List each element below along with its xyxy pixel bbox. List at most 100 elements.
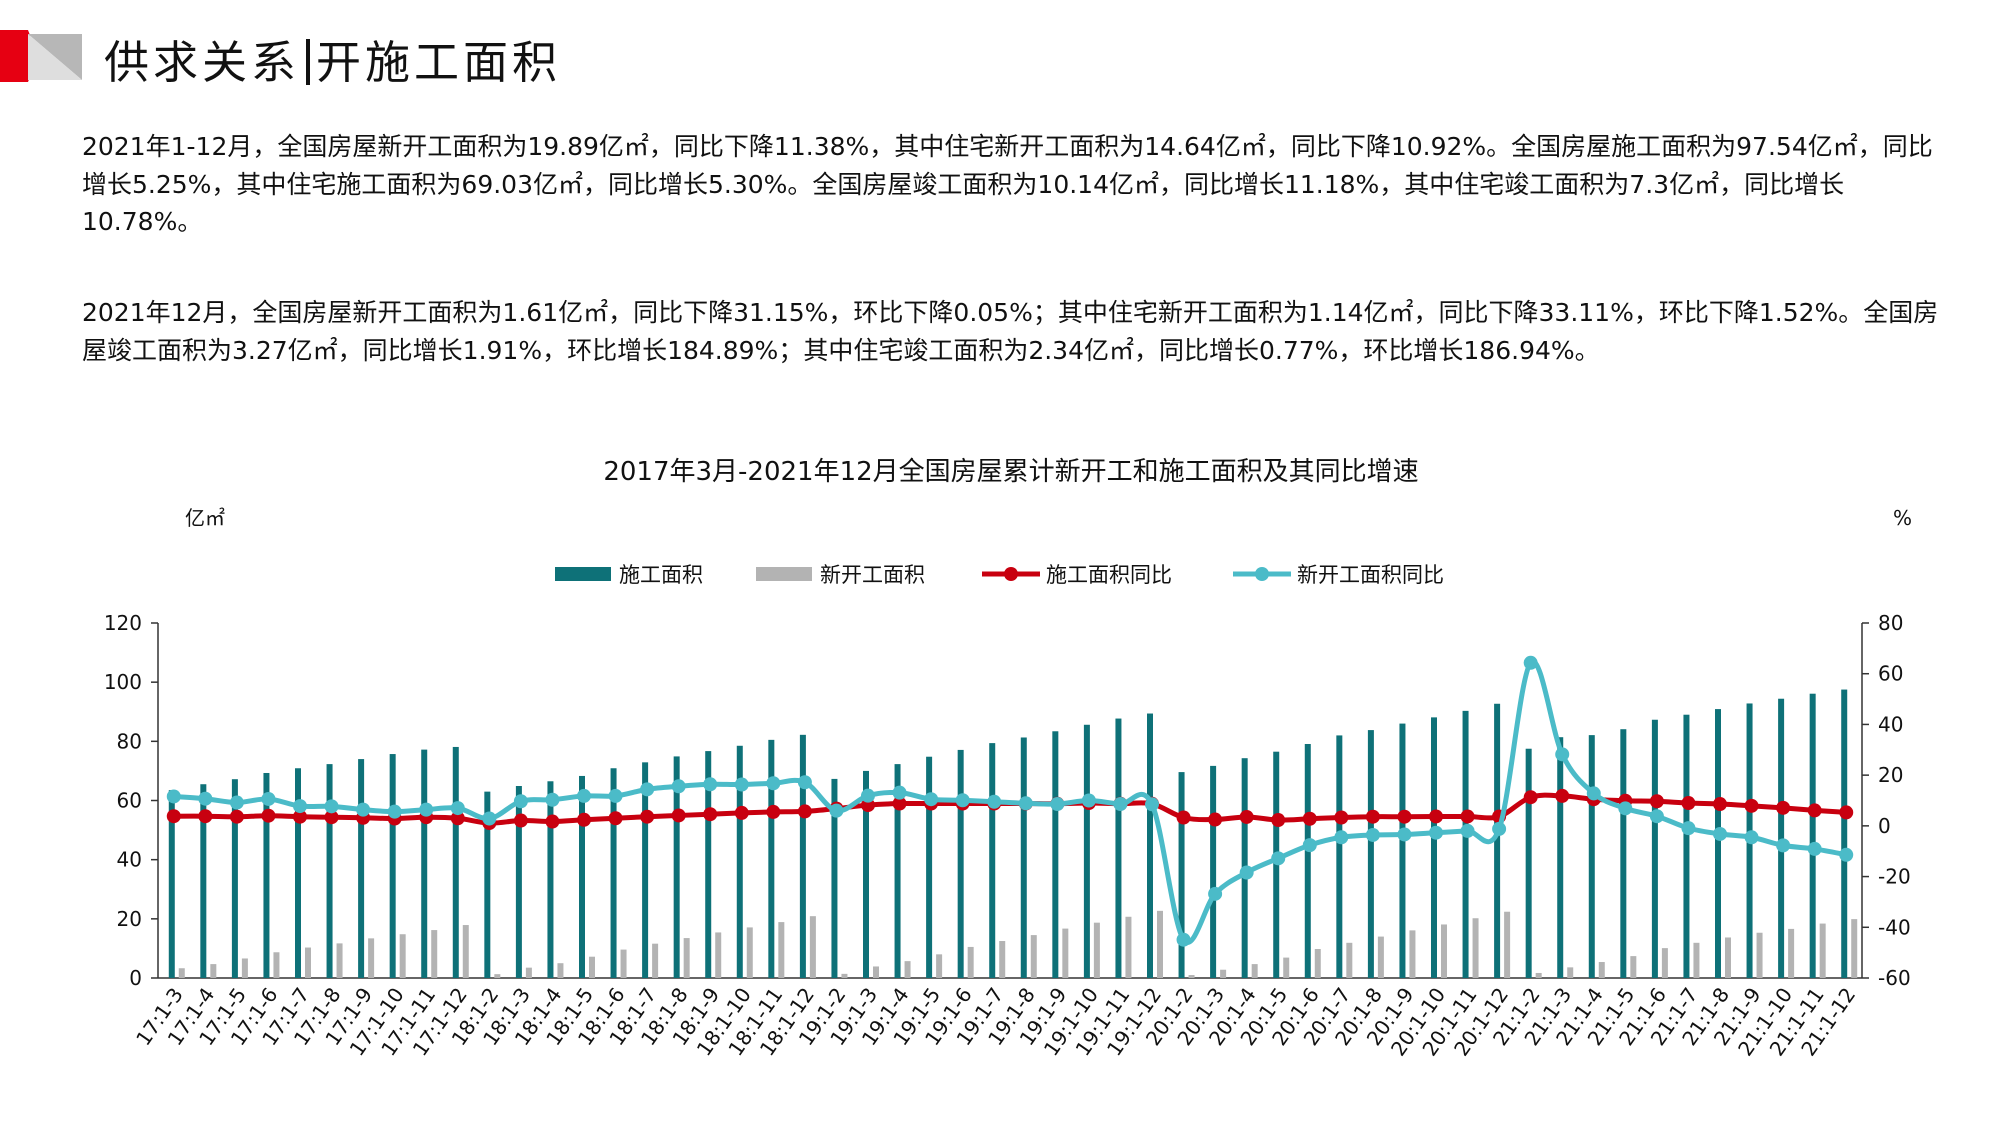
bar-new-start-area bbox=[1567, 967, 1574, 978]
bar-new-start-area bbox=[589, 956, 595, 978]
bar-construction-area bbox=[863, 770, 869, 978]
right-tick-label: 60 bbox=[1878, 662, 1903, 686]
point-construction-yoy bbox=[1239, 809, 1254, 824]
point-construction-yoy bbox=[1208, 812, 1223, 827]
point-new-start-yoy bbox=[356, 802, 371, 817]
bar-construction-area bbox=[1431, 717, 1437, 978]
point-new-start-yoy bbox=[293, 799, 307, 814]
point-new-start-yoy bbox=[482, 811, 497, 826]
bar-construction-area bbox=[1525, 748, 1532, 978]
bar-construction-area bbox=[200, 784, 207, 978]
bar-construction-area bbox=[989, 743, 996, 978]
bar-construction-area bbox=[957, 749, 964, 978]
point-new-start-yoy bbox=[734, 777, 749, 792]
point-new-start-yoy bbox=[1113, 797, 1128, 812]
right-tick-label: 40 bbox=[1878, 712, 1903, 736]
point-new-start-yoy bbox=[1618, 801, 1633, 816]
light-triangle-shape bbox=[28, 34, 82, 80]
point-new-start-yoy bbox=[892, 785, 907, 800]
left-tick-label: 100 bbox=[104, 670, 142, 694]
bar-construction-area bbox=[831, 778, 838, 978]
point-construction-yoy bbox=[450, 811, 465, 826]
point-new-start-yoy bbox=[797, 775, 812, 790]
bar-new-start-area bbox=[1125, 916, 1132, 978]
bar-new-start-area bbox=[368, 938, 375, 978]
bar-new-start-area bbox=[683, 938, 690, 978]
point-construction-yoy bbox=[545, 814, 560, 829]
point-construction-yoy bbox=[797, 804, 812, 819]
point-new-start-yoy bbox=[1586, 786, 1601, 801]
bar-new-start-area bbox=[1441, 924, 1447, 978]
bar-construction-area bbox=[1083, 724, 1090, 978]
legend-marker-3 bbox=[1255, 567, 1269, 581]
summary-paragraph-annual: 2021年1-12月，全国房屋新开工面积为19.89亿㎡，同比下降11.38%，… bbox=[82, 132, 1933, 236]
point-new-start-yoy bbox=[703, 777, 718, 792]
point-new-start-yoy bbox=[608, 788, 623, 803]
legend-label-1: 新开工面积 bbox=[820, 563, 925, 587]
point-new-start-yoy bbox=[1334, 830, 1349, 845]
bar-new-start-area bbox=[778, 922, 785, 978]
point-construction-yoy bbox=[892, 796, 907, 811]
point-new-start-yoy bbox=[261, 791, 276, 806]
point-new-start-yoy bbox=[577, 788, 591, 803]
bar-new-start-area bbox=[652, 943, 659, 978]
bar-new-start-area bbox=[1788, 928, 1795, 978]
bar-new-start-area bbox=[241, 958, 248, 978]
bar-construction-area bbox=[768, 739, 775, 978]
point-construction-yoy bbox=[1649, 794, 1664, 809]
point-construction-yoy bbox=[703, 807, 718, 822]
bar-construction-area bbox=[1367, 730, 1374, 978]
bar-new-start-area bbox=[999, 941, 1006, 978]
bar-new-start-area bbox=[1188, 975, 1195, 978]
bar-new-start-area bbox=[841, 973, 848, 978]
bar-new-start-area bbox=[1409, 930, 1416, 978]
point-new-start-yoy bbox=[1239, 865, 1254, 880]
bar-new-start-area bbox=[1062, 928, 1069, 978]
left-tick-label: 80 bbox=[117, 729, 142, 753]
point-construction-yoy bbox=[640, 809, 655, 824]
header-logo-decoration bbox=[0, 30, 82, 82]
legend-swatch-1 bbox=[756, 567, 812, 581]
bar-construction-area bbox=[673, 756, 680, 978]
right-tick-label: -40 bbox=[1878, 915, 1911, 939]
bar-new-start-area bbox=[1504, 911, 1511, 978]
bar-new-start-area bbox=[1630, 956, 1637, 978]
point-construction-yoy bbox=[671, 808, 686, 823]
bar-construction-area bbox=[894, 764, 901, 978]
point-construction-yoy bbox=[229, 809, 244, 824]
page-title: 供求关系 开施工面积 bbox=[104, 26, 561, 91]
bar-construction-area bbox=[1147, 713, 1153, 978]
point-new-start-yoy bbox=[955, 793, 970, 808]
point-construction-yoy bbox=[766, 804, 781, 819]
point-new-start-yoy bbox=[513, 794, 528, 809]
point-construction-yoy bbox=[734, 805, 749, 820]
bar-construction-area bbox=[295, 768, 301, 978]
point-construction-yoy bbox=[577, 812, 591, 827]
bar-construction-area bbox=[168, 790, 175, 978]
point-construction-yoy bbox=[166, 809, 181, 824]
bar-new-start-area bbox=[1819, 923, 1826, 978]
point-construction-yoy bbox=[608, 811, 623, 826]
bar-new-start-area bbox=[1346, 942, 1353, 978]
bar-new-start-area bbox=[178, 968, 185, 978]
right-tick-label: -20 bbox=[1878, 865, 1911, 889]
bar-construction-area bbox=[1715, 709, 1721, 978]
bar-new-start-area bbox=[1756, 932, 1763, 978]
point-new-start-yoy bbox=[1050, 797, 1065, 812]
left-tick-label: 40 bbox=[117, 848, 142, 872]
bar-new-start-area bbox=[1472, 918, 1479, 978]
left-tick-label: 0 bbox=[129, 966, 142, 990]
right-tick-label: -60 bbox=[1878, 966, 1911, 990]
bar-construction-area bbox=[389, 754, 396, 978]
bar-construction-area bbox=[926, 756, 933, 978]
point-construction-yoy bbox=[1555, 788, 1570, 803]
chart-title: 2017年3月-2021年12月全国房屋累计新开工和施工面积及其同比增速 bbox=[603, 457, 1418, 487]
point-construction-yoy bbox=[1839, 805, 1854, 820]
bar-construction-area bbox=[1399, 723, 1406, 978]
point-construction-yoy bbox=[1397, 809, 1412, 824]
left-tick-label: 60 bbox=[117, 789, 142, 813]
point-new-start-yoy bbox=[450, 801, 465, 816]
point-construction-yoy bbox=[1523, 790, 1538, 805]
bar-construction-area bbox=[1651, 719, 1658, 978]
left-tick-label: 120 bbox=[104, 611, 142, 635]
